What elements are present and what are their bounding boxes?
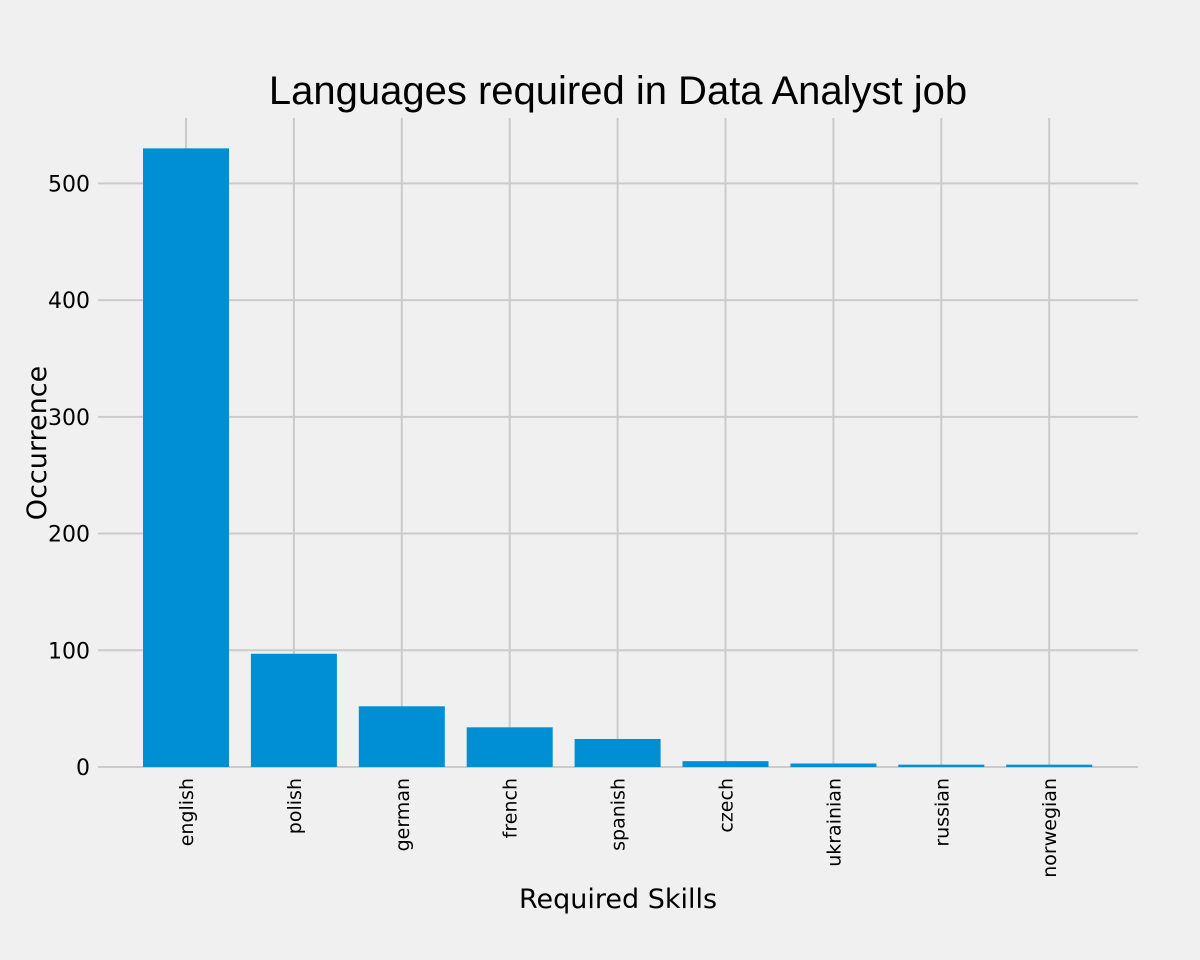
bar-russian [898,764,985,767]
x-tick-label: french [500,778,522,838]
x-tick-labels: english polish german french spanish czech ukr… [176,778,1061,878]
chart-title: Languages required in Data Analyst job [269,69,967,113]
y-tick-label: 100 [48,639,90,664]
y-tick-label: 0 [76,756,90,781]
bar-ukrainian [790,763,877,767]
bar-norwegian [1006,764,1093,767]
bar-polish [250,653,337,767]
bar-english [143,148,229,767]
x-tick-label: polish [284,778,306,834]
x-axis-label: Required Skills [519,884,717,915]
x-tick-label: czech [716,778,738,833]
y-tick-label: 400 [48,289,90,314]
bar-german [358,706,445,767]
bar-french [466,727,553,767]
x-tick-label: german [392,778,414,851]
y-axis-label: Occurrence [22,366,53,520]
bar-czech [682,761,769,767]
x-tick-label: spanish [608,778,630,851]
grid-lines [98,118,1138,768]
y-tick-label: 200 [48,523,90,548]
x-tick-label: russian [931,778,953,847]
x-tick-label: ukrainian [823,778,845,867]
x-tick-label: english [176,778,198,846]
x-tick-label: norwegian [1039,778,1061,878]
y-tick-label: 300 [48,406,90,431]
bar-spanish [574,738,661,767]
y-tick-labels: 0 100 200 300 400 500 [48,172,90,781]
bars [143,148,1093,767]
y-tick-label: 500 [48,172,90,197]
